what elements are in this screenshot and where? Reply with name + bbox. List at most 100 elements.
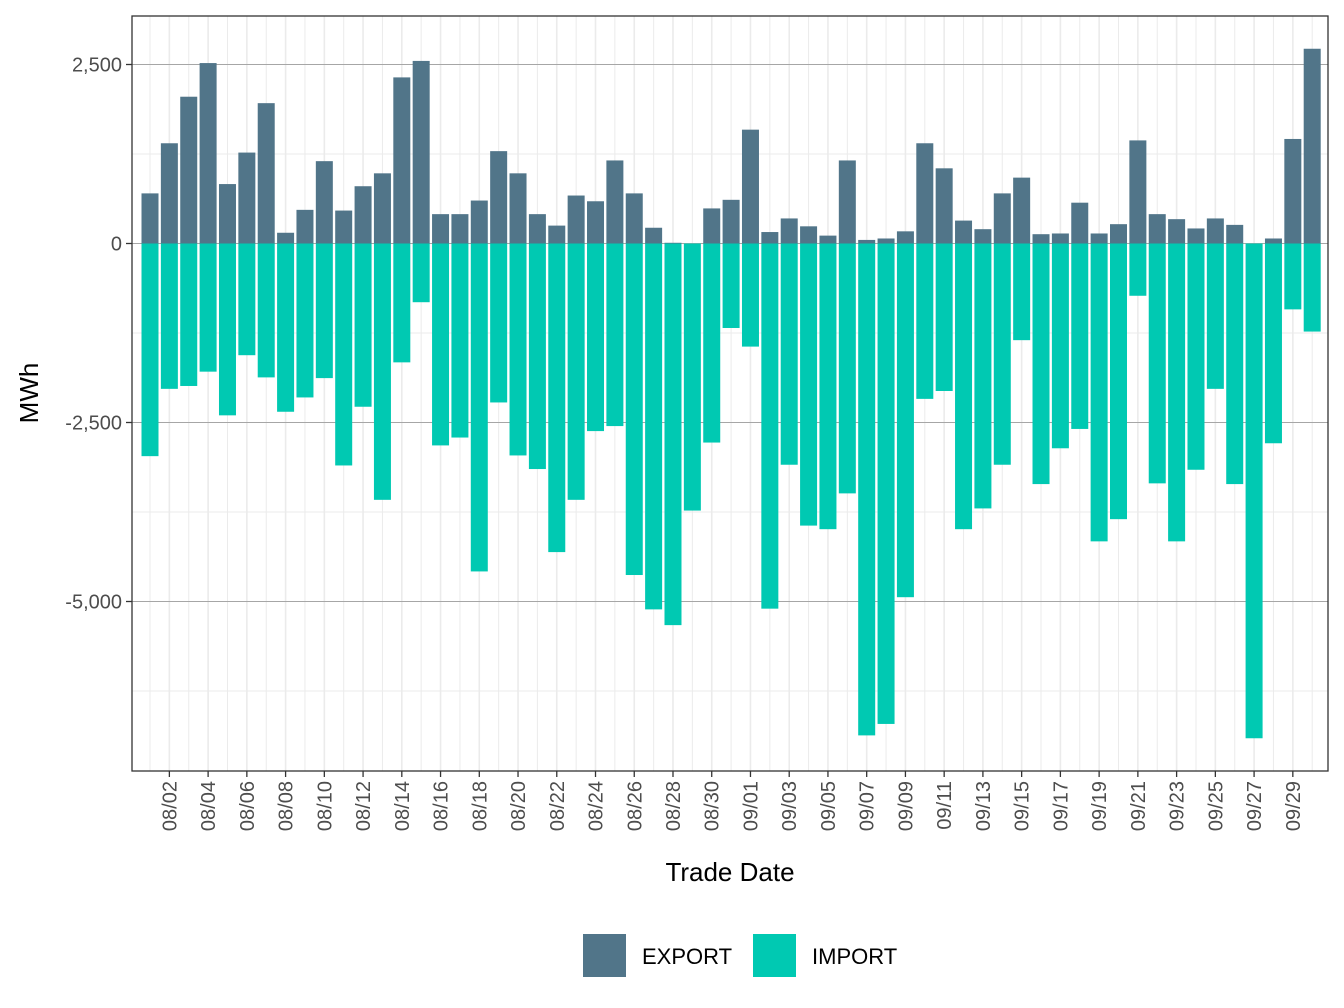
x-tick-label: 09/05 xyxy=(818,781,840,831)
import-bar xyxy=(703,243,721,443)
x-tick-label: 08/18 xyxy=(469,781,491,831)
export-bar xyxy=(180,96,198,244)
export-bar xyxy=(916,143,934,244)
import-bar xyxy=(761,243,779,609)
export-bar xyxy=(1051,233,1069,244)
x-tick-label: 09/19 xyxy=(1089,781,1111,831)
export-bar xyxy=(432,214,450,244)
export-bar xyxy=(296,209,314,244)
export-bar xyxy=(141,193,159,244)
x-tick-label: 08/24 xyxy=(586,781,608,831)
import-bar xyxy=(1187,243,1205,470)
export-bar xyxy=(509,173,527,244)
import-bar xyxy=(199,243,217,372)
plot-panel-border xyxy=(131,15,1329,772)
import-bar xyxy=(1090,243,1108,542)
export-bar xyxy=(1071,202,1089,244)
export-bar xyxy=(606,160,624,244)
export-bar xyxy=(877,238,895,244)
x-tick-label: 09/03 xyxy=(779,781,801,831)
x-tick-label: 09/21 xyxy=(1128,781,1150,831)
import-bar xyxy=(315,243,333,379)
export-bar xyxy=(1148,214,1166,244)
import-bar xyxy=(974,243,992,509)
export-bar xyxy=(315,161,333,244)
x-tick-label: 09/23 xyxy=(1167,781,1189,831)
import-bar xyxy=(393,243,411,363)
x-tick-label: 09/27 xyxy=(1244,781,1266,831)
legend-swatch-import xyxy=(753,934,796,977)
import-bar xyxy=(683,243,701,511)
x-tick-label: 08/30 xyxy=(702,781,724,831)
import-bar xyxy=(1303,243,1321,332)
y-axis: 2,500 0 -2,500 -5,000 xyxy=(65,55,132,614)
export-bar xyxy=(1090,233,1108,244)
x-tick-label: 08/02 xyxy=(159,781,181,831)
export-bar xyxy=(722,199,740,244)
import-bar xyxy=(451,243,469,438)
x-tick-label: 09/09 xyxy=(895,781,917,831)
y-tick-label: -2,500 xyxy=(65,413,122,435)
export-bar xyxy=(451,214,469,244)
export-bar xyxy=(1013,177,1031,244)
y-tick-label: -5,000 xyxy=(65,592,122,614)
x-tick-label: 09/25 xyxy=(1205,781,1227,831)
import-bar xyxy=(587,243,605,432)
export-bar xyxy=(974,229,992,244)
import-bar xyxy=(664,243,682,626)
export-bar xyxy=(1032,234,1050,244)
x-tick-label: 08/04 xyxy=(198,781,220,831)
export-bar xyxy=(412,60,430,244)
legend-label-export: EXPORT xyxy=(642,944,732,969)
import-bar xyxy=(1110,243,1127,520)
import-bar xyxy=(218,243,236,416)
import-bar xyxy=(1071,243,1089,429)
x-tick-label: 08/28 xyxy=(663,781,685,831)
export-bar xyxy=(277,232,295,244)
x-tick-label: 09/13 xyxy=(973,781,995,831)
import-bar xyxy=(1284,243,1302,310)
export-bar xyxy=(1264,238,1282,244)
x-tick-label: 09/11 xyxy=(934,781,956,830)
export-bar xyxy=(780,218,798,244)
export-bar xyxy=(470,200,488,244)
import-bar xyxy=(180,243,198,386)
export-bar xyxy=(528,214,546,244)
legend: EXPORT IMPORT xyxy=(583,934,897,977)
export-bar xyxy=(1129,140,1147,244)
export-bar xyxy=(1187,228,1205,244)
import-bar xyxy=(955,243,973,530)
export-bar xyxy=(548,225,566,244)
export-bar xyxy=(1284,138,1302,244)
export-bar xyxy=(1303,48,1321,244)
import-bar xyxy=(606,243,624,427)
import-bar xyxy=(896,243,914,598)
y-tick-label: 0 xyxy=(111,234,122,256)
x-tick-label: 08/26 xyxy=(624,781,646,831)
legend-label-import: IMPORT xyxy=(812,944,897,969)
import-bar xyxy=(412,243,430,303)
export-bar xyxy=(160,143,178,244)
import-bars xyxy=(141,243,1321,739)
export-bar xyxy=(741,129,759,244)
export-bar xyxy=(761,232,779,244)
import-bar xyxy=(800,243,818,526)
x-tick-label: 08/16 xyxy=(431,781,453,831)
export-bars xyxy=(141,48,1321,244)
export-bar xyxy=(935,168,953,244)
export-bar xyxy=(1110,224,1127,244)
import-bar xyxy=(993,243,1011,465)
export-bar xyxy=(955,220,973,244)
import-bar xyxy=(470,243,488,572)
import-bar xyxy=(1032,243,1050,485)
export-bar xyxy=(393,77,411,244)
import-bar xyxy=(1226,243,1244,485)
import-bar xyxy=(238,243,256,356)
export-bar xyxy=(354,186,372,244)
export-bar xyxy=(218,184,236,244)
export-bar xyxy=(257,103,275,244)
import-bar xyxy=(277,243,295,412)
export-bar xyxy=(819,235,837,244)
import-bar xyxy=(1148,243,1166,484)
